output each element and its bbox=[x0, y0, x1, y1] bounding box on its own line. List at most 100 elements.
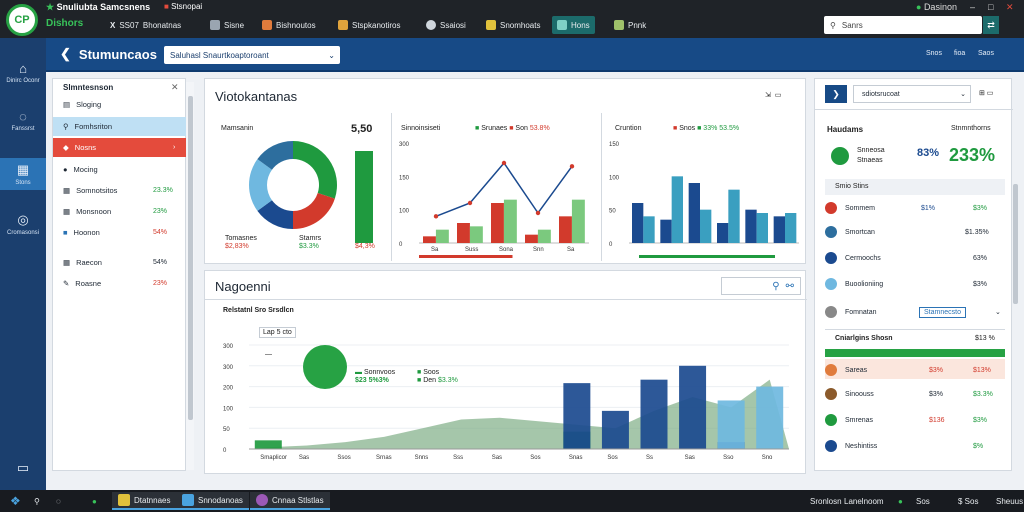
sidebar-item-chat[interactable]: ◌ Fanssrst bbox=[11, 108, 35, 132]
right-tools[interactable]: ⊞ ▭ bbox=[979, 90, 994, 97]
bar bbox=[601, 410, 629, 449]
divider bbox=[825, 329, 1005, 330]
x-tick-label: Suss bbox=[465, 247, 478, 253]
close-icon[interactable]: ✕ bbox=[171, 82, 179, 92]
chat-icon[interactable]: ◌ bbox=[56, 496, 61, 506]
chevron-right-icon: › bbox=[173, 144, 176, 151]
minimize-button[interactable]: – bbox=[970, 2, 976, 12]
sales-tools[interactable]: ⚲ ⚯ bbox=[721, 277, 801, 295]
back-icon[interactable]: ❮ bbox=[60, 46, 71, 61]
chart-icon bbox=[614, 20, 624, 30]
view-select[interactable]: Saluhasl Snaurtkoaptoroant ⌄ bbox=[164, 46, 340, 64]
bar bbox=[717, 400, 745, 449]
bar-chart: 150 100 50 0 bbox=[609, 142, 799, 258]
app-logo-icon: CP bbox=[6, 4, 38, 36]
line-point bbox=[569, 164, 575, 169]
tray-item-4[interactable]: Sheuus bbox=[996, 496, 1024, 506]
sidebar-item-target[interactable]: ◎ Cromasonsi bbox=[6, 212, 39, 236]
right-select[interactable]: sdiotsrucoat ⌄ bbox=[853, 85, 971, 103]
right-col-title: Stnmnthorns bbox=[951, 125, 991, 132]
list-item[interactable]: ⚲ Fomhsriton bbox=[53, 117, 187, 136]
right-scrollbar-thumb[interactable] bbox=[1013, 184, 1018, 304]
taskbar-app-3[interactable]: Cnnaa Stlstlas bbox=[250, 492, 330, 510]
page-title: ❮ Stumuncaos bbox=[60, 46, 157, 62]
bar-legend: ■ Snos ■ 33% 53.5% bbox=[673, 125, 740, 132]
tab-4[interactable]: Stspkanotiros bbox=[338, 16, 400, 34]
list-row[interactable]: Neshintiss $% bbox=[825, 435, 1005, 457]
chevron-down-icon[interactable]: ⌄ bbox=[995, 309, 1001, 316]
left-scrollbar-thumb[interactable] bbox=[188, 96, 193, 420]
network-icon[interactable]: ● bbox=[898, 496, 903, 506]
bar bbox=[423, 236, 436, 243]
overview-tools[interactable]: ⇲ ▭ bbox=[765, 92, 782, 99]
list-item[interactable]: ✎ Roasne 23% bbox=[63, 279, 168, 288]
chevron-down-icon: ⌄ bbox=[960, 91, 966, 98]
sidebar-item-monitor[interactable]: ▭ bbox=[0, 452, 46, 484]
header-item-1[interactable]: Snos bbox=[926, 50, 942, 57]
share-button[interactable]: ⇄ bbox=[983, 16, 999, 34]
list-row[interactable]: Sinoouss $3% $3.3% bbox=[825, 383, 1005, 405]
sidebar: ⌂ Dinirc Oconr ◌ Fanssrst ▦ Stons ◎ Cromason… bbox=[0, 38, 46, 490]
header-item-2[interactable]: fioa bbox=[954, 50, 966, 57]
list-item[interactable]: ● Mocing bbox=[63, 165, 98, 174]
list-item-active[interactable]: ◆ Nosns › bbox=[53, 138, 187, 157]
maximize-button[interactable]: □ bbox=[988, 2, 994, 12]
line-point bbox=[433, 214, 439, 219]
list-item[interactable]: ▦ Somnotsitos 23.3% bbox=[63, 186, 173, 195]
section2-title: Cniarlgins Shosn bbox=[835, 335, 893, 342]
line-bar-chart: 300 150 100 0 Sa Suss Sona Snn Sa bbox=[399, 142, 589, 258]
expand-button[interactable]: ❯ bbox=[825, 85, 847, 103]
gear-icon bbox=[426, 20, 436, 30]
x-tick-label: Ssos bbox=[337, 455, 350, 461]
page-header: ❮ Stumuncaos Saluhasl Snaurtkoaptoroant ⌄ … bbox=[46, 38, 1024, 72]
taskbar-app-1[interactable]: Dtatnnaes bbox=[112, 492, 177, 510]
list-row[interactable]: Cermoochs 63% bbox=[825, 247, 1005, 269]
list-item[interactable]: ▦ Raecon 54% bbox=[63, 258, 168, 267]
bar bbox=[457, 223, 470, 243]
list-row[interactable]: Fomnatan Stamnecsto ⌄ bbox=[825, 301, 1005, 323]
bar bbox=[756, 213, 768, 243]
tab-1[interactable]: X SS07 Bhonatnas bbox=[110, 20, 182, 30]
header-item-3[interactable]: Saos bbox=[978, 50, 994, 57]
bar bbox=[254, 440, 282, 449]
close-button[interactable]: ✕ bbox=[1006, 2, 1014, 12]
section2-bar bbox=[825, 349, 1005, 357]
pie-slice bbox=[293, 141, 337, 199]
tray-item-3[interactable]: Sos bbox=[916, 496, 930, 506]
search-icon[interactable]: ⚲ bbox=[34, 496, 40, 506]
search-input[interactable]: ⚲ Sanrs bbox=[824, 16, 982, 34]
status-icon bbox=[825, 364, 837, 376]
wand-icon[interactable]: ⚲ bbox=[772, 280, 780, 292]
bar bbox=[700, 209, 712, 243]
start-button[interactable]: ❖ bbox=[10, 494, 21, 508]
link-icon[interactable]: ⚯ bbox=[785, 280, 794, 292]
tray-item-2[interactable]: Lanelnoom bbox=[844, 496, 884, 506]
legend-label-1: — bbox=[265, 351, 272, 358]
tab-7[interactable]: Hons bbox=[552, 16, 595, 34]
tab-3[interactable]: Bishnoutos bbox=[262, 16, 316, 34]
tab-2[interactable]: Sisne bbox=[210, 16, 244, 34]
right-title: Haudams bbox=[827, 125, 864, 134]
sidebar-item-grid[interactable]: ▦ Stons bbox=[0, 158, 46, 190]
sidebar-item-home[interactable]: ⌂ Dinirc Oconr bbox=[6, 60, 40, 84]
list-row[interactable]: Smrenas $136 $3% bbox=[825, 409, 1005, 431]
tray-item-1[interactable]: Sronlosn bbox=[810, 496, 842, 506]
tab-5[interactable]: Ssaiosi bbox=[426, 16, 466, 34]
list-row[interactable]: Sareas $3% $13% bbox=[825, 359, 1005, 381]
sales-chart: 300 300 200 100 50 0 Smaplicor Sas Ssos Srnas Snns… bbox=[223, 344, 789, 461]
list-item[interactable]: ▤ Sloging bbox=[63, 100, 102, 109]
list-item[interactable]: ■ Hoonon 54% bbox=[63, 228, 168, 237]
list-row[interactable]: Smortcan $1.35% bbox=[825, 221, 1005, 243]
list-item[interactable]: ▦ Monsnoon 23% bbox=[63, 207, 168, 216]
bar bbox=[435, 229, 449, 243]
bar bbox=[537, 229, 551, 243]
list-row[interactable]: Buoolioniing $3% bbox=[825, 273, 1005, 295]
status-dropdown[interactable]: Stamnecsto bbox=[919, 306, 966, 318]
browser-icon[interactable]: ● bbox=[92, 496, 97, 506]
list-row[interactable]: Sommem $1% $3% bbox=[825, 197, 1005, 219]
user-label[interactable]: ● Dasinon bbox=[916, 2, 957, 12]
kpi-label: Snneosa bbox=[857, 147, 885, 154]
taskbar-app-2[interactable]: Snnodanoas bbox=[176, 492, 249, 510]
tab-8[interactable]: Pnnk bbox=[614, 16, 646, 34]
tab-6[interactable]: Snomhoats bbox=[486, 16, 540, 34]
